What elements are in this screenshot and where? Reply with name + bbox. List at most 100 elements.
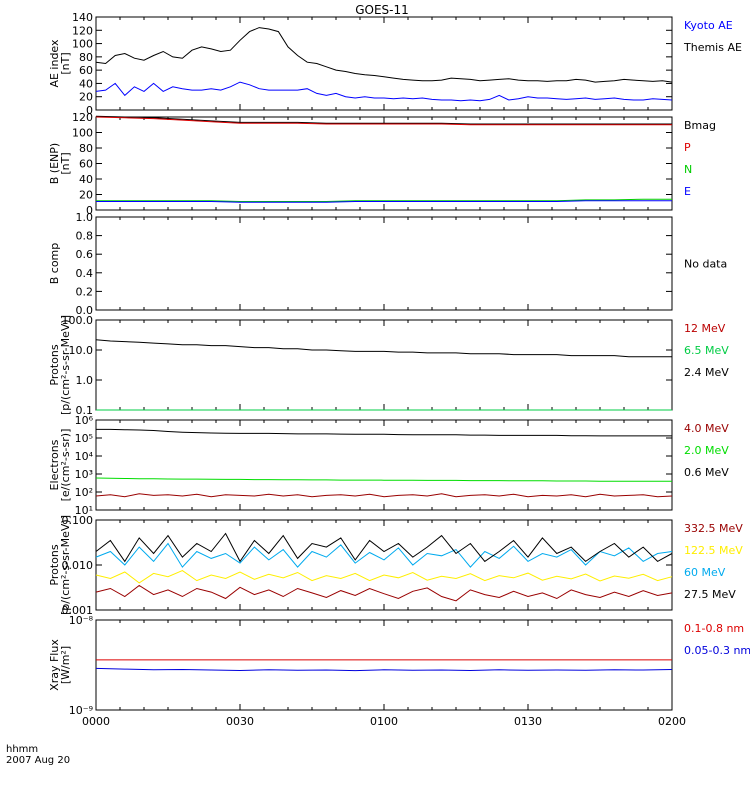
y-axis-label: Electrons <box>48 439 61 490</box>
y-tick-label: 10⁻⁹ <box>69 704 93 717</box>
series-line-kyoto-ae <box>95 81 673 102</box>
y-tick-label: 0.6 <box>76 248 94 261</box>
panel-5: 10¹ 10² 10³ 10⁴ 10⁵ 10⁶ Electrons[e/(cm²-s-sr)… <box>48 414 729 517</box>
y-tick-label: 10³ <box>75 468 93 481</box>
legend-entry: 332.5 MeV <box>684 522 743 535</box>
y-axis-label: [p/(cm²-s-sr-MeV)] <box>59 515 72 615</box>
y-axis-label: Protons <box>48 544 61 585</box>
series-line-332-5-mev <box>95 584 673 602</box>
y-tick-label: 40 <box>79 77 93 90</box>
legend-entry: No data <box>684 258 727 271</box>
legend-entry: 0.05-0.3 nm <box>684 644 750 657</box>
y-tick-label: 100.0 <box>62 314 94 327</box>
legend-entry: 27.5 MeV <box>684 588 736 601</box>
y-tick-label: 1.0 <box>76 211 94 224</box>
panel-2: 0 20 40 60 80 100 120 B (ENP)[nT] Bmag PNE <box>48 111 716 217</box>
legend-entry: E <box>684 185 691 198</box>
series-line-122-5-mev <box>95 570 673 584</box>
y-tick-label: 100 <box>72 38 93 51</box>
y-tick-label: 0.8 <box>76 230 94 243</box>
y-tick-label: 0.100 <box>62 514 94 527</box>
y-tick-label: 80 <box>79 51 93 64</box>
y-tick-label: 0.001 <box>62 604 94 617</box>
legend-entry: Kyoto AE <box>684 19 733 32</box>
y-axis-label: [nT] <box>59 52 72 74</box>
time-axis-label: hhmm <box>6 744 39 755</box>
y-tick-label: 0.1 <box>76 404 94 417</box>
panel-6: 0.001 0.010 0.100 Protons[p/(cm²-s-sr-MeV)]… <box>48 514 743 617</box>
legend-entry: 0.6 MeV <box>684 466 729 479</box>
y-tick-label: 10² <box>75 486 93 499</box>
panel-frame <box>95 116 673 211</box>
y-axis-label: [e/(cm²-s-sr)] <box>59 429 72 502</box>
y-axis-label: Protons <box>48 344 61 385</box>
y-tick-label: 1.0 <box>76 374 94 387</box>
y-tick-label: 0.010 <box>62 559 94 572</box>
legend-entry: 2.4 MeV <box>684 366 729 379</box>
series-line-4-0-mev <box>95 493 673 498</box>
y-axis-label: [nT] <box>59 152 72 174</box>
y-tick-label: 80 <box>79 142 93 155</box>
y-tick-label: 140 <box>72 11 93 24</box>
series-line-themis-ae <box>95 27 673 83</box>
series-line-0-05-0-3-nm <box>95 667 673 672</box>
y-axis-label: [W/m²] <box>59 646 72 684</box>
legend-entry: 0.1-0.8 nm <box>684 622 744 635</box>
panel-4: 0.1 1.0 10.0 100.0 Protons[p/(cm²-s-sr-MeV)]… <box>48 314 729 417</box>
panel-frame <box>95 16 673 111</box>
legend-entry: 6.5 MeV <box>684 344 729 357</box>
panel-frame <box>95 619 673 711</box>
series-line-2-0-mev <box>95 477 672 482</box>
y-tick-label: 0 <box>86 104 93 117</box>
y-tick-label: 10¹ <box>75 504 93 517</box>
panel-7: 10⁻⁹ 10⁻⁸ Xray Flux[W/m²] 0.1-0.8 nm 0.05-0.… <box>48 614 750 717</box>
panel-frame <box>95 216 673 311</box>
series-line-0-6-mev <box>96 428 672 437</box>
y-tick-label: 10⁻⁸ <box>69 614 94 627</box>
legend-entry: 4.0 MeV <box>684 422 729 435</box>
legend-entry: Themis AE <box>683 41 742 54</box>
y-tick-label: 40 <box>79 173 93 186</box>
series-line-2-4-mev <box>95 339 672 358</box>
x-tick-label: 0200 <box>658 715 686 728</box>
series-line-bmag <box>95 115 672 125</box>
y-tick-label: 0.0 <box>76 304 94 317</box>
y-tick-label: 10⁶ <box>75 414 94 427</box>
y-tick-label: 20 <box>79 189 93 202</box>
legend-entry: Bmag <box>684 119 716 132</box>
y-tick-label: 60 <box>79 64 93 77</box>
y-tick-label: 10.0 <box>69 344 94 357</box>
y-tick-label: 0 <box>86 204 93 217</box>
y-tick-label: 20 <box>79 91 93 104</box>
y-tick-label: 0.2 <box>76 285 94 298</box>
y-axis-label: B comp <box>48 243 61 285</box>
legend-entry: N <box>684 163 692 176</box>
legend-entry: 60 MeV <box>684 566 726 579</box>
series-line-27-5-mev <box>95 532 673 563</box>
legend-entry: 122.5 MeV <box>684 544 743 557</box>
panel-3: 0.0 0.2 0.4 0.6 0.8 1.0 B comp No data <box>48 211 727 317</box>
panel-frame <box>95 319 673 411</box>
legend-entry: P <box>684 141 691 154</box>
legend-entry: 2.0 MeV <box>684 444 729 457</box>
y-tick-label: 60 <box>79 158 93 171</box>
x-tick-label: 0000 <box>82 715 110 728</box>
y-axis-label: B (ENP) <box>48 143 61 184</box>
series-line-p <box>95 116 672 126</box>
y-axis-label: AE index <box>48 39 61 88</box>
y-tick-label: 10⁵ <box>75 432 93 445</box>
x-tick-label: 0030 <box>226 715 254 728</box>
y-tick-label: 0.4 <box>76 267 94 280</box>
chart-title: GOES-11 <box>355 3 409 17</box>
y-tick-label: 120 <box>72 24 93 37</box>
y-tick-label: 120 <box>72 111 93 124</box>
series-line-e <box>96 200 672 203</box>
series-line-60-mev <box>95 542 673 568</box>
x-tick-label: 0100 <box>370 715 398 728</box>
y-tick-label: 10⁴ <box>75 450 94 463</box>
y-axis-label: [p/(cm²-s-sr-MeV)] <box>59 315 72 415</box>
legend-entry: 12 MeV <box>684 322 726 335</box>
